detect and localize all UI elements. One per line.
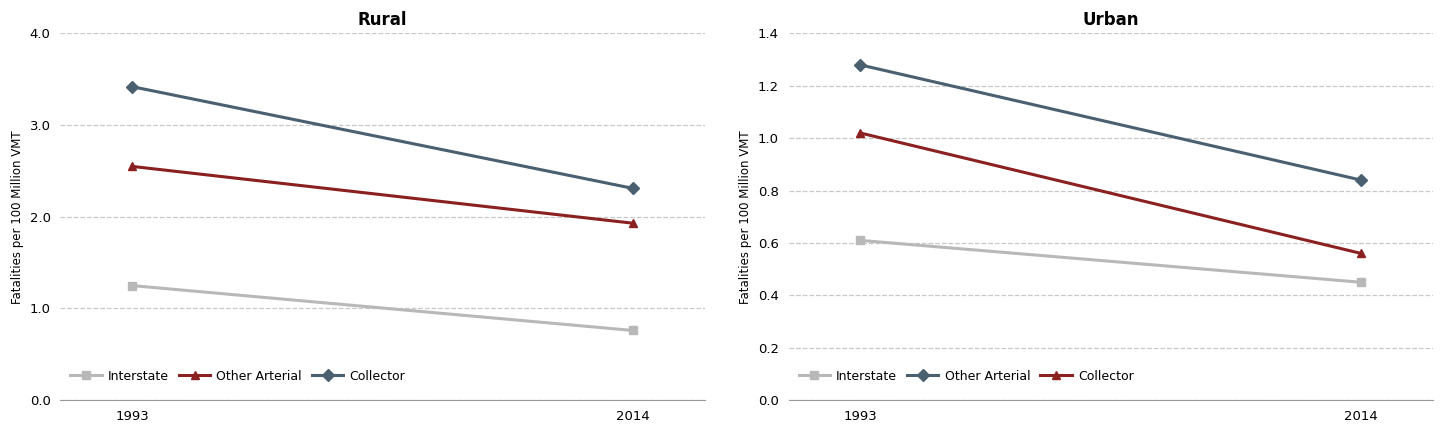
Collector: [624, 186, 641, 191]
Line: Interstate: Interstate: [856, 236, 1366, 286]
Collector: [1353, 251, 1370, 256]
Legend: Interstate, Other Arterial, Collector: Interstate, Other Arterial, Collector: [796, 366, 1138, 387]
Line: Other Arterial: Other Arterial: [129, 162, 637, 227]
Collector: [852, 130, 869, 135]
Legend: Interstate, Other Arterial, Collector: Interstate, Other Arterial, Collector: [66, 366, 409, 387]
Line: Collector: Collector: [129, 82, 637, 193]
Other Arterial: [1353, 178, 1370, 183]
Line: Other Arterial: Other Arterial: [856, 61, 1366, 184]
Interstate: [852, 238, 869, 243]
Other Arterial: [123, 164, 140, 169]
Line: Interstate: Interstate: [129, 281, 637, 335]
Line: Collector: Collector: [856, 129, 1366, 258]
Y-axis label: Fatalities per 100 Million VMT: Fatalities per 100 Million VMT: [12, 130, 25, 304]
Title: Rural: Rural: [358, 11, 407, 29]
Other Arterial: [624, 220, 641, 226]
Interstate: [123, 283, 140, 288]
Collector: [123, 84, 140, 89]
Other Arterial: [852, 62, 869, 67]
Interstate: [624, 328, 641, 333]
Title: Urban: Urban: [1083, 11, 1139, 29]
Interstate: [1353, 279, 1370, 285]
Y-axis label: Fatalities per 100 Million VMT: Fatalities per 100 Million VMT: [739, 130, 752, 304]
